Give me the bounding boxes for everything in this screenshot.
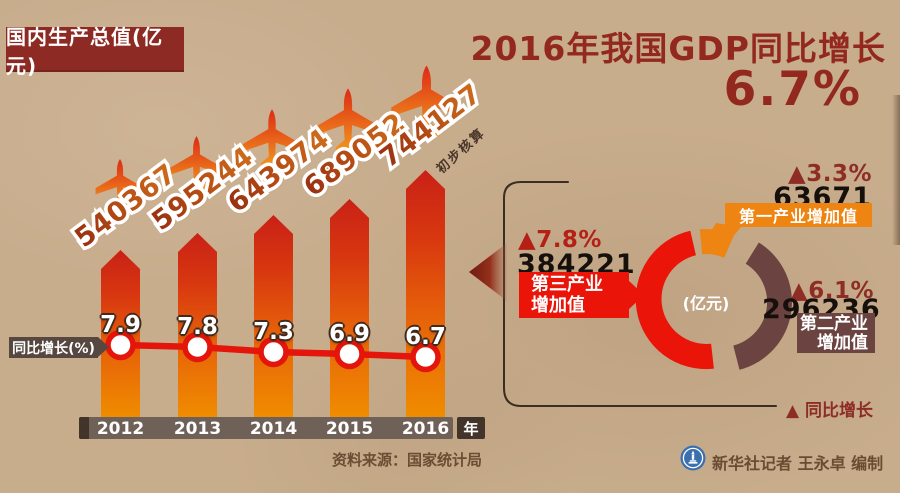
secondary-industry-label-box: 第二产业 增加值 [797,313,875,353]
growth-legend: ▲ 同比增长 [786,401,873,421]
primary-industry-growth: ▲3.3% [788,161,872,187]
donut-segment-primary [699,229,735,258]
tertiary-industry-label-box: 第三产业 增加值 [519,272,644,318]
secondary-industry-growth: ▲6.1% [790,278,874,304]
year-axis [79,417,453,439]
airplane-icon-1 [95,159,145,209]
xinhua-logo-icon [680,445,706,471]
airplane-icon-5 [390,65,462,137]
gdp-bar-2013 [178,233,217,417]
year-label-2016: 2016 [401,419,450,439]
year-label-2015: 2015 [325,419,374,439]
bracket-arrow-icon [469,243,507,301]
year-label-2013: 2013 [173,419,222,439]
page-title: 2016年我国GDP同比增长 [470,29,886,68]
growth-value-2015: 6.9 [329,321,370,347]
year-label-2014: 2014 [249,419,298,439]
secondary-label-line2: 增加值 [817,333,868,353]
airplane-icon-2 [169,135,223,190]
year-label-2012: 2012 [96,419,145,439]
growth-line-tag: 同比增长(%) [9,337,109,358]
gdp-bar-2016 [406,170,445,417]
airplane-icon-4 [316,88,380,153]
headline-growth-value: 6.7% [723,62,862,117]
year-unit-box: 年 [457,417,485,439]
growth-value-2012: 7.9 [100,312,141,338]
credit-text: 新华社记者 王永卓 编制 [712,454,884,473]
secondary-label-line1: 第二产业 [800,314,868,334]
growth-value-2013: 7.8 [177,314,218,340]
donut-center-unit: (亿元) [682,294,730,313]
primary-connector [705,223,741,251]
gdp-bar-2015 [330,199,369,417]
gdp-bar-2014 [254,215,293,417]
axis-left-cap [79,417,89,439]
tertiary-label-line1: 第三产业 [531,274,603,295]
growth-value-2014: 7.3 [253,319,294,345]
paper-fold-shadow [892,95,900,245]
tertiary-label-line2: 增加值 [531,295,585,316]
airplane-icon-3 [242,109,302,169]
primary-industry-label-box: 第一产业增加值 [725,203,872,227]
growth-value-2016: 6.7 [405,324,446,350]
gdp-unit-label-box: 国内生产总值(亿元) [6,25,184,78]
data-source-text: 资料来源：国家统计局 [331,451,482,469]
